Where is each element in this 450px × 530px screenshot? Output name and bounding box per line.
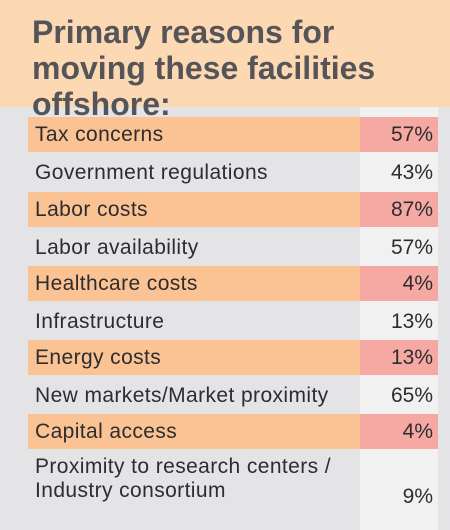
- reason-label: Labor costs: [35, 197, 148, 221]
- table-row: Healthcare costs 4%: [0, 266, 450, 301]
- row-value-band: [360, 192, 438, 227]
- reason-percent: 43%: [390, 160, 433, 184]
- reason-percent: 4%: [402, 419, 433, 443]
- reason-label: Healthcare costs: [35, 271, 198, 295]
- reason-percent: 13%: [390, 309, 433, 333]
- reason-percent: 57%: [390, 235, 433, 259]
- row-value-band: [360, 340, 438, 375]
- reason-label: Proximity to research centers / Industry…: [35, 455, 331, 502]
- reason-percent: 87%: [390, 197, 433, 221]
- row-label-band: [28, 340, 360, 375]
- chart-title: Primary reasons for moving these facilit…: [32, 14, 376, 122]
- row-label-band: [28, 266, 360, 301]
- reason-percent: 9%: [402, 485, 433, 508]
- row-value-band: [360, 266, 438, 301]
- reason-label: Energy costs: [35, 345, 162, 369]
- row-label-band: [28, 117, 360, 152]
- table-row: Labor availability 57%: [0, 229, 450, 266]
- reason-percent: 13%: [390, 345, 433, 369]
- table-row: New markets/Market proximity 65%: [0, 377, 450, 414]
- reason-percent: 4%: [402, 271, 433, 295]
- table-row: Labor costs 87%: [0, 192, 450, 227]
- reason-label: Government regulations: [35, 160, 268, 184]
- table-row: Capital access 4%: [0, 414, 450, 449]
- title-banner: Primary reasons for moving these facilit…: [0, 0, 450, 122]
- reason-percent: 57%: [390, 122, 433, 146]
- row-label-band: [28, 192, 360, 227]
- row-label-band: [28, 414, 360, 449]
- reason-label: Infrastructure: [35, 309, 165, 333]
- percent-column-background: [360, 107, 438, 530]
- table-row: Energy costs 13%: [0, 340, 450, 375]
- table-row: Infrastructure 13%: [0, 303, 450, 340]
- reason-label: New markets/Market proximity: [35, 383, 329, 407]
- row-value-band: [360, 414, 438, 449]
- row-value-band: [360, 117, 438, 152]
- reason-label: Labor availability: [35, 235, 199, 259]
- table-row: Proximity to research centers / Industry…: [0, 451, 450, 517]
- table-row: Government regulations 43%: [0, 154, 450, 191]
- reason-label: Capital access: [35, 419, 178, 443]
- table-row: Tax concerns 57%: [0, 117, 450, 152]
- reason-percent: 65%: [390, 383, 433, 407]
- reason-label: Tax concerns: [35, 122, 164, 146]
